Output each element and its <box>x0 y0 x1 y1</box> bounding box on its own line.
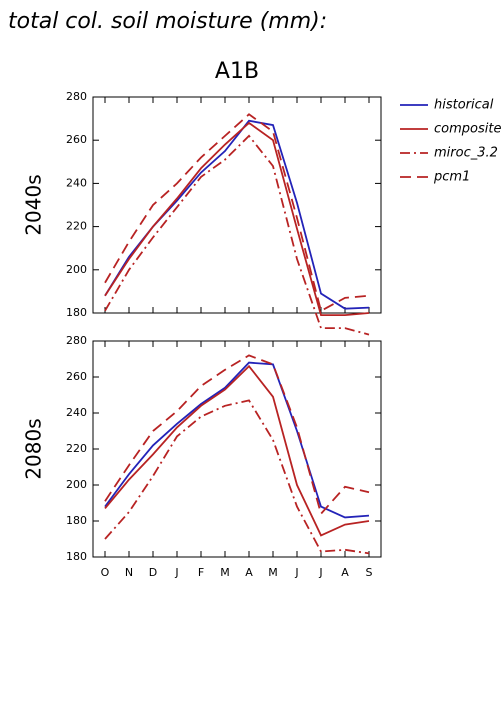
scenario-title: A1B <box>215 59 259 84</box>
series-line <box>104 361 370 519</box>
x-tick-label: F <box>198 566 204 579</box>
x-tick-label: J <box>174 566 178 579</box>
x-tick-label: D <box>149 566 157 579</box>
y-tick-label: 180 <box>66 550 87 563</box>
x-tick-label: N <box>125 566 133 579</box>
y-tick-label: 280 <box>66 90 87 103</box>
series-line <box>104 119 370 310</box>
y-tick-label: 260 <box>66 133 87 146</box>
series-line <box>104 399 370 555</box>
y-tick-label: 260 <box>66 370 87 383</box>
y-tick-label: 200 <box>66 263 87 276</box>
series-line <box>104 364 370 537</box>
y-tick-label: 240 <box>66 406 87 419</box>
legend-label: historical <box>434 98 494 113</box>
y-axis-label: 2040s <box>22 174 46 235</box>
x-tick-label: M <box>220 566 230 579</box>
x-tick-label: A <box>341 566 349 579</box>
x-tick-label: J <box>318 566 322 579</box>
y-tick-label: 200 <box>66 478 87 491</box>
y-axis-label: 2080s <box>22 418 46 479</box>
x-tick-label: A <box>245 566 253 579</box>
legend-label: composite <box>434 122 501 137</box>
series-line <box>104 121 370 317</box>
y-tick-label: 240 <box>66 176 87 189</box>
y-tick-label: 280 <box>66 334 87 347</box>
y-tick-label: 220 <box>66 220 87 233</box>
y-tick-label: 180 <box>66 514 87 527</box>
y-tick-label: 220 <box>66 442 87 455</box>
x-tick-label: M <box>268 566 278 579</box>
plot-frame <box>92 340 382 558</box>
legend-label: pcm1 <box>433 170 470 185</box>
series-line <box>104 354 370 516</box>
x-tick-label: J <box>294 566 298 579</box>
x-tick-label: S <box>366 566 373 579</box>
y-tick-label: 180 <box>66 306 87 319</box>
series-line <box>104 113 370 313</box>
series-line <box>104 134 370 336</box>
legend-label: miroc_3.2 <box>434 146 498 161</box>
plot-frame <box>92 96 382 314</box>
chart-title: total col. soil moisture (mm): <box>8 9 327 34</box>
x-tick-label: O <box>101 566 110 579</box>
